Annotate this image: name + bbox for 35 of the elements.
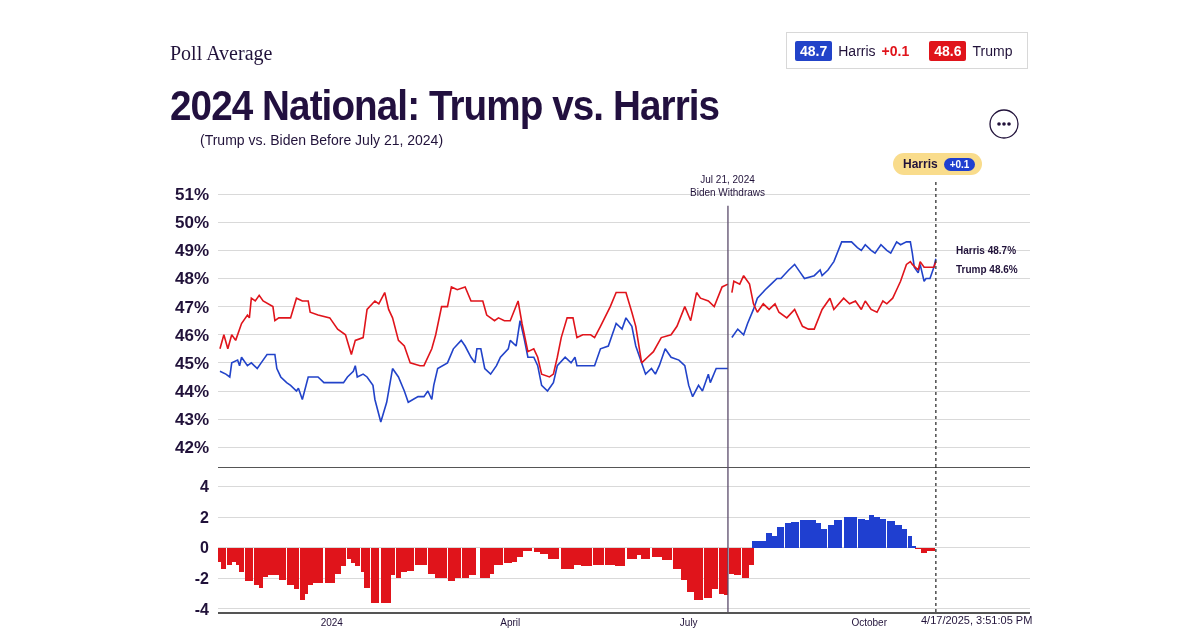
bar [466, 547, 476, 576]
y-tick-label: -4 [194, 600, 210, 618]
y-tick-label: 48% [174, 269, 209, 289]
text: +0.1 [881, 42, 910, 59]
x-tick-label: April [500, 617, 521, 628]
chart-title: 2024 National: Trump vs. Harris [170, 82, 720, 130]
text: Poll Average [170, 42, 273, 65]
text: 4/17/2025, 3:51:05 PM [921, 614, 1033, 626]
y-tick-label: 43% [174, 410, 209, 430]
y-tick-label: -2 [194, 570, 210, 588]
y-tick-label: 45% [174, 353, 209, 373]
chart-subtitle: (Trump vs. Biden Before July 21, 2024) [200, 132, 444, 148]
annotation: Harris 48.7% [956, 245, 1017, 256]
text: 48.6 [929, 40, 967, 61]
y-tick-label: 44% [174, 381, 209, 401]
y-tick-label: 47% [174, 297, 209, 317]
text: +0.1 [943, 157, 976, 171]
y-tick-label: 49% [174, 241, 209, 261]
x-tick-label: July [679, 617, 698, 628]
text: 48.7 [795, 40, 833, 61]
x-tick-label: October [851, 617, 888, 628]
ref-line-label: Jul 21, 2024 Biden Withdraws [690, 174, 766, 198]
legend-label: Harris [838, 42, 876, 59]
legend-label: Trump [972, 42, 1013, 59]
y-tick-label: 2 [200, 508, 210, 526]
y-tick-label: 46% [174, 325, 209, 345]
y-tick-label: 51% [174, 185, 209, 205]
y-tick-label: 42% [174, 438, 209, 458]
text: Harris [903, 157, 938, 171]
annotation: Trump 48.6% [956, 264, 1018, 275]
y-tick-label: 0 [200, 539, 210, 557]
x-tick-label: 2024 [320, 617, 344, 628]
y-tick-label: 50% [174, 213, 209, 233]
y-tick-label: 4 [200, 478, 210, 496]
bar [925, 547, 935, 551]
